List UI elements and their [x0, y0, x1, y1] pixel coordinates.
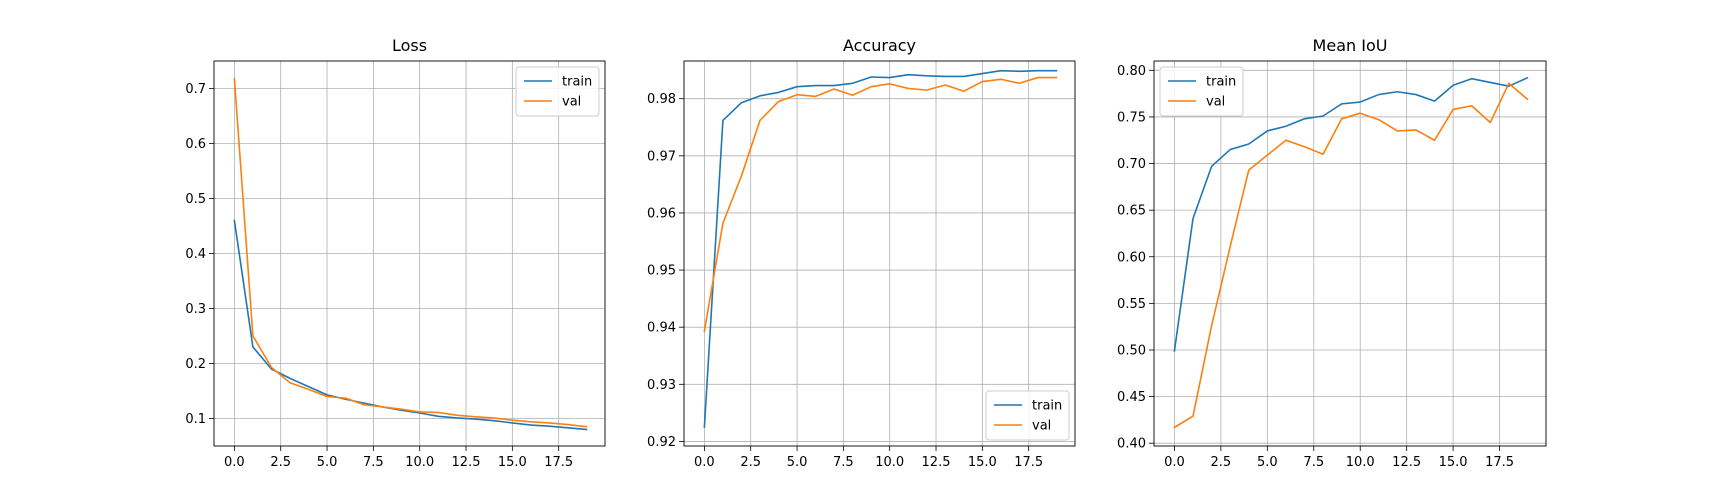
- loss-y-tick-label: 0.4: [185, 247, 206, 262]
- mean-iou-x-tick-label: 10.0: [1346, 455, 1375, 470]
- mean-iou-x-tick-label: 12.5: [1392, 455, 1421, 470]
- accuracy-y-tick-label: 0.94: [647, 321, 676, 336]
- mean-iou-x-tick-label: 2.5: [1211, 455, 1232, 470]
- mean-iou-axes-frame: [1153, 60, 1547, 447]
- loss-x-tick-label: 2.5: [270, 455, 291, 470]
- mean-iou-title: Mean IoU: [1313, 36, 1388, 55]
- loss-axes-frame: [213, 60, 606, 447]
- mean-iou-y-tick-label: 0.45: [1117, 390, 1146, 405]
- accuracy-x-tick-label: 2.5: [740, 455, 761, 470]
- mean-iou-y-tick-label: 0.60: [1117, 250, 1146, 265]
- mean-iou-y-tick-label: 0.65: [1117, 204, 1146, 219]
- accuracy-legend-label-val: val: [1032, 419, 1051, 434]
- loss-x-tick-label: 10.0: [405, 455, 434, 470]
- mean-iou-y-tick-label: 0.70: [1117, 157, 1146, 172]
- accuracy-axes-frame: [683, 60, 1076, 447]
- accuracy-x-tick-label: 5.0: [787, 455, 808, 470]
- loss-x-tick-label: 15.0: [498, 455, 527, 470]
- loss-y-tick-label: 0.6: [185, 137, 206, 152]
- accuracy-legend-box: [985, 390, 1070, 441]
- accuracy-x-tick-label: 10.0: [875, 455, 904, 470]
- loss-title: Loss: [392, 36, 427, 55]
- loss-legend: train val: [515, 66, 600, 117]
- accuracy-x-tick-label: 17.5: [1014, 455, 1043, 470]
- mean-iou-x-tick-label: 0.0: [1164, 455, 1185, 470]
- loss-x-tick-label: 7.5: [363, 455, 384, 470]
- mean-iou-y-tick-label: 0.55: [1117, 297, 1146, 312]
- accuracy-x-tick-label: 7.5: [833, 455, 854, 470]
- loss-legend-label-val: val: [562, 95, 581, 110]
- loss-series-train: [233, 219, 588, 431]
- mean-iou-y-tick-label: 0.40: [1117, 437, 1146, 452]
- mean-iou-x-tick-label: 15.0: [1439, 455, 1468, 470]
- mean-iou-x-tick-label: 5.0: [1257, 455, 1278, 470]
- loss-x-tick-label: 12.5: [452, 455, 481, 470]
- loss-x-tick-label: 5.0: [317, 455, 338, 470]
- accuracy-x-tick-label: 15.0: [968, 455, 997, 470]
- accuracy-series-val: [703, 76, 1058, 333]
- accuracy-series-train: [703, 69, 1058, 428]
- loss-legend-box: [515, 66, 600, 117]
- loss-legend-label-train: train: [562, 75, 592, 90]
- loss-y-tick-label: 0.1: [185, 412, 206, 427]
- mean-iou-x-tick-label: 17.5: [1485, 455, 1514, 470]
- accuracy-legend-label-train: train: [1032, 399, 1062, 414]
- mean-iou-series-train: [1173, 76, 1529, 352]
- accuracy-x-tick-label: 12.5: [922, 455, 951, 470]
- mean-iou-y-tick-label: 0.50: [1117, 343, 1146, 358]
- mean-iou-legend-label-val: val: [1206, 95, 1225, 110]
- loss-chart: 0.0 2.5 5.0 7.5 10.0 12.5 15.0 17.5 0.1 0.2 0.3 0.4…: [185, 36, 606, 470]
- loss-y-tick-label: 0.7: [185, 82, 206, 97]
- accuracy-y-tick-label: 0.95: [647, 264, 676, 279]
- accuracy-legend: train val: [985, 390, 1070, 441]
- mean-iou-x-tick-label: 7.5: [1303, 455, 1324, 470]
- accuracy-y-tick-label: 0.97: [647, 149, 676, 164]
- loss-series-val: [233, 77, 588, 428]
- accuracy-y-tick-label: 0.98: [647, 92, 676, 107]
- mean-iou-legend-label-train: train: [1206, 75, 1236, 90]
- loss-y-tick-label: 0.5: [185, 192, 206, 207]
- accuracy-y-tick-label: 0.92: [647, 435, 676, 450]
- accuracy-y-tick-label: 0.93: [647, 378, 676, 393]
- mean-iou-legend-box: [1159, 66, 1244, 117]
- loss-y-tick-label: 0.2: [185, 357, 206, 372]
- mean-iou-chart: 0.0 2.5 5.0 7.5 10.0 12.5 15.0 17.5 0.40 0.45 0.50…: [1117, 36, 1547, 470]
- mean-iou-y-tick-label: 0.80: [1117, 64, 1146, 79]
- mean-iou-series-val: [1173, 82, 1529, 429]
- accuracy-chart: 0.0 2.5 5.0 7.5 10.0 12.5 15.0 17.5 0.92 0.93 0.94…: [647, 36, 1076, 470]
- loss-x-tick-label: 17.5: [544, 455, 573, 470]
- mean-iou-y-tick-label: 0.75: [1117, 110, 1146, 125]
- loss-y-tick-label: 0.3: [185, 302, 206, 317]
- mean-iou-legend: train val: [1159, 66, 1244, 117]
- loss-x-tick-label: 0.0: [224, 455, 245, 470]
- accuracy-x-tick-label: 0.0: [694, 455, 715, 470]
- accuracy-title: Accuracy: [843, 36, 916, 55]
- accuracy-y-tick-label: 0.96: [647, 206, 676, 221]
